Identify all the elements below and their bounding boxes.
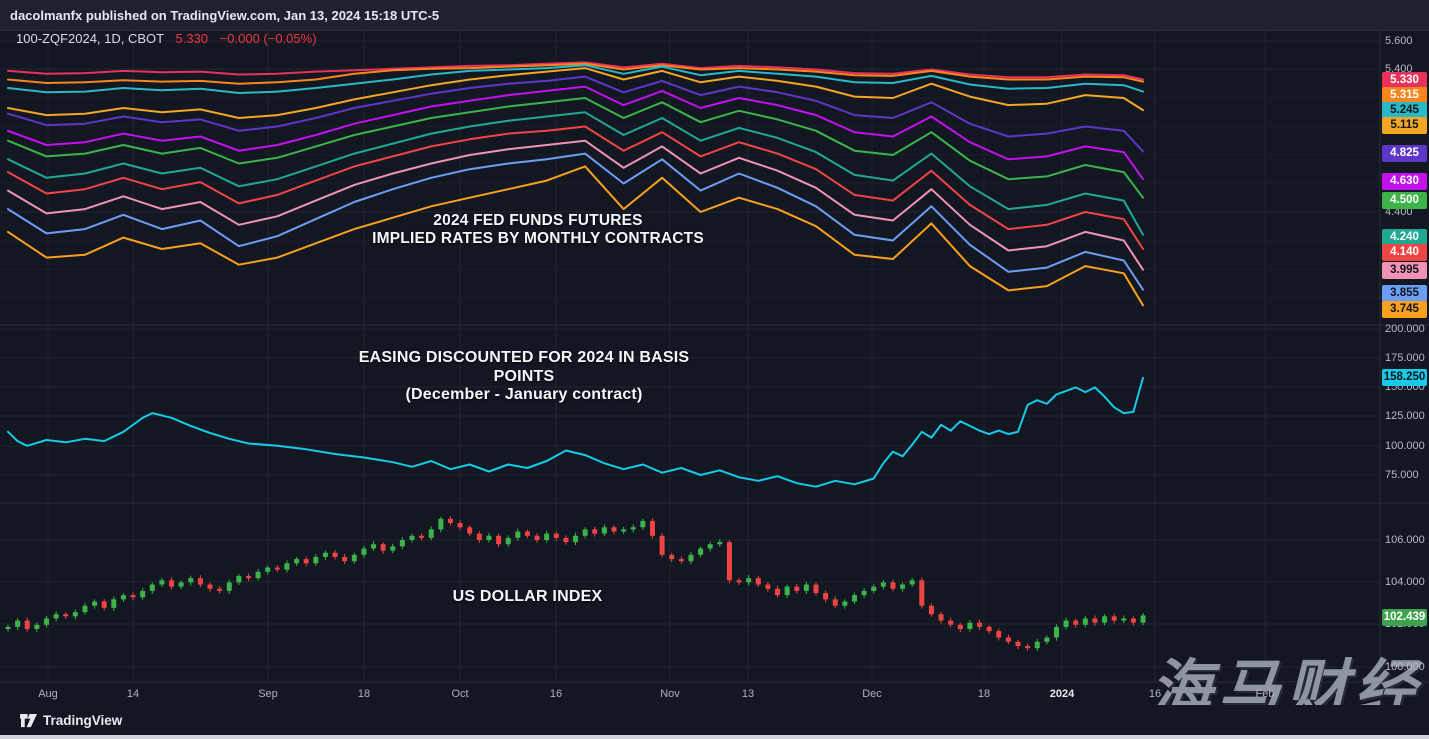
time-axis-label[interactable]: 16 [1148,688,1162,700]
series-100-ZQH2024[interactable] [7,64,1144,94]
pill-series-value: 4.140 [1382,244,1427,261]
time-axis-label[interactable]: 16 [549,688,563,700]
pill-series-value: 4.630 [1382,173,1427,190]
time-axis-label[interactable]: Nov [660,688,680,700]
footer-bar: TradingView [0,705,1429,735]
pill-series-value: 3.745 [1382,301,1427,318]
price-axis-label[interactable]: 150.000 [1385,381,1425,393]
pill-series-value: 5.245 [1382,102,1427,119]
pill-series-value: 4.500 [1382,192,1427,209]
time-axis-label[interactable]: 14 [126,688,140,700]
series-100-ZQN2024[interactable] [7,97,1144,199]
series-100-ZQZ2024[interactable] [7,165,1144,307]
price-axis-label[interactable]: 125.000 [1385,410,1425,422]
time-axis-label[interactable]: Sep [258,688,278,700]
pill-series-value: 102.439 [1382,609,1427,626]
pill-series-value: 5.315 [1382,87,1427,104]
pill-series-value: 5.330 [1382,72,1427,89]
price-axis-label[interactable]: 100.000 [1385,661,1425,673]
series-100-ZQX2024[interactable] [7,152,1144,291]
tradingview-logo-icon[interactable] [20,713,37,728]
series-100-ZQJ2024[interactable] [7,67,1144,119]
time-axis-label[interactable]: Feb [1255,688,1275,700]
annotation-dxy: US DOLLAR INDEX [452,588,603,605]
tradingview-brand[interactable]: TradingView [43,712,123,728]
time-axis-label[interactable]: Dec [862,688,882,700]
annotation-easing: EASING DISCOUNTED FOR 2024 IN BASIS POIN… [358,349,690,403]
price-axis-label[interactable]: 5.400 [1385,63,1413,75]
time-axis-label[interactable]: 2024 [1049,688,1075,700]
legend-last-price: 5.330 [175,31,209,46]
pill-series-value: 158.250 [1382,369,1427,386]
chart-legend[interactable]: 100-ZQF2024, 1D, CBOT 5.330 −0.000 (−0.0… [16,31,317,46]
pill-series-value: 3.995 [1382,262,1427,279]
time-axis-label[interactable]: 18 [977,688,991,700]
publisher-text: dacolmanfx published on TradingView.com,… [10,7,440,23]
series-(ZQZ2024-ZQF2024)*100[interactable] [7,376,1144,488]
price-axis-label[interactable]: 106.000 [1385,534,1425,546]
pill-series-value: 4.240 [1382,229,1427,246]
annotation-fed-funds: 2024 FED FUNDS FUTURES IMPLIED RATES BY … [372,212,704,247]
time-axis-label[interactable]: 18 [357,688,371,700]
price-axis-label[interactable]: 75.000 [1385,469,1419,481]
dxy-candles[interactable] [5,516,1146,652]
series-100-ZQU2024[interactable] [7,125,1144,250]
price-axis-label[interactable]: 175.000 [1385,352,1425,364]
series-100-ZQV2024[interactable] [7,139,1144,271]
time-axis-label[interactable]: Aug [38,688,58,700]
price-axis-label[interactable]: 200.000 [1385,323,1425,335]
price-axis-label[interactable]: 104.000 [1385,576,1425,588]
series-100-ZQM2024[interactable] [7,85,1144,181]
pill-series-value: 3.855 [1382,285,1427,302]
bottom-strip [0,735,1429,739]
series-100-ZQK2024[interactable] [7,75,1144,153]
legend-change: −0.000 (−0.05%) [219,31,317,46]
publisher-bar: dacolmanfx published on TradingView.com,… [0,0,1429,31]
time-axis-label[interactable]: Oct [451,688,469,700]
series-100-ZQQ2024[interactable] [7,111,1144,236]
price-axis-label[interactable]: 4.400 [1385,206,1413,218]
pill-series-value: 4.825 [1382,145,1427,162]
series-100-ZQF2024[interactable] [7,61,1144,81]
pill-series-value: 5.115 [1382,117,1427,134]
series-100-ZQG2024[interactable] [7,62,1144,85]
legend-symbol[interactable]: 100-ZQF2024, 1D, CBOT [16,31,164,46]
chart-canvas[interactable] [0,0,1429,705]
price-axis-label[interactable]: 100.000 [1385,440,1425,452]
price-axis-label[interactable]: 5.600 [1385,35,1413,47]
time-axis-label[interactable]: 13 [741,688,755,700]
